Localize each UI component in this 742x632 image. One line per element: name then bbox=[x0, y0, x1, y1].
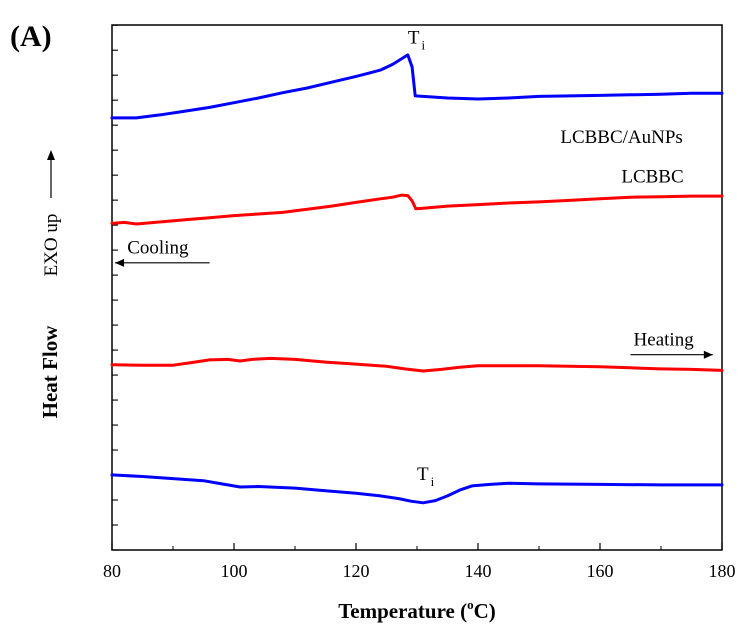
y-axis-ticks bbox=[112, 24, 118, 551]
annotation-1: LCBBC/AuNPs bbox=[560, 127, 682, 148]
x-axis-ticks: 80 100 120 140 160 180 bbox=[103, 543, 736, 581]
arrow-head bbox=[115, 258, 125, 267]
annotation-4: Heating bbox=[634, 329, 695, 350]
x-tick-label: 100 bbox=[221, 561, 248, 581]
y-axis-title: Heat Flow bbox=[38, 325, 62, 419]
series-line-heating-2 bbox=[110, 356, 724, 373]
x-tick-label: 80 bbox=[103, 561, 121, 581]
series-line-cooling-1 bbox=[110, 193, 724, 226]
series-line-heating-3 bbox=[110, 473, 724, 505]
arrow-head bbox=[703, 350, 713, 359]
series-layer bbox=[110, 53, 724, 505]
x-axis-title: Temperature (oC) bbox=[338, 597, 496, 623]
y-axis-title-bold: Heat Flow bbox=[38, 325, 62, 419]
x-tick-label: 180 bbox=[709, 561, 736, 581]
y-axis-exo-label: EXO up bbox=[41, 214, 62, 277]
x-tick-label: 120 bbox=[343, 561, 370, 581]
annotation-3: Cooling bbox=[127, 237, 189, 258]
annotation-2: LCBBC bbox=[621, 167, 683, 188]
y-axis-exo-text: EXO up bbox=[41, 214, 62, 277]
x-tick-label: 160 bbox=[587, 561, 614, 581]
panel-label: (A) bbox=[10, 20, 52, 53]
exo-up-arrow-head bbox=[47, 150, 55, 160]
x-tick-label: 140 bbox=[465, 561, 492, 581]
series-line-cooling-0 bbox=[110, 53, 724, 120]
